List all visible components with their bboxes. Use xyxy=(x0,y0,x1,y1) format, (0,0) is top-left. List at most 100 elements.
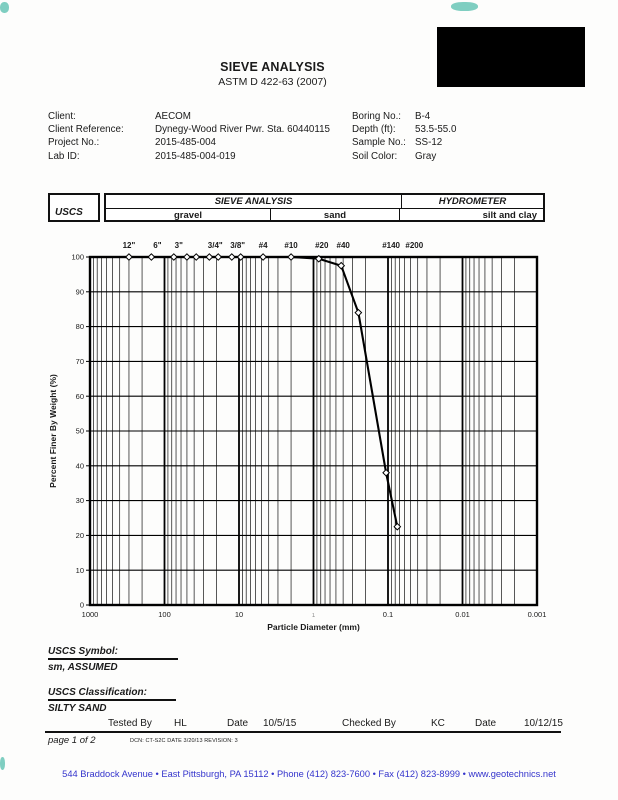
info-row: Client: AECOM xyxy=(48,110,348,123)
data-point-marker xyxy=(393,522,402,531)
uscs-label: USCS xyxy=(55,207,83,218)
info-row: Sample No.: SS-12 xyxy=(352,136,572,149)
info-label: Boring No.: xyxy=(352,111,402,122)
y-tick-label: 80 xyxy=(76,322,84,331)
sieve-size-label: #4 xyxy=(259,241,268,250)
y-tick-label: 0 xyxy=(80,601,84,610)
y-tick-label: 100 xyxy=(71,253,84,262)
data-point-marker xyxy=(214,253,223,261)
info-row: Client Reference: Dynegy-Wood River Pwr. … xyxy=(48,123,348,136)
info-row: Lab ID: 2015-485-004-019 xyxy=(48,150,348,163)
info-value: 2015-485-004-019 xyxy=(155,150,236,162)
signoff-rule xyxy=(45,731,561,733)
data-point-marker xyxy=(227,253,236,261)
uscs-column-header: USCS xyxy=(48,193,100,222)
data-point-marker xyxy=(259,253,267,261)
y-tick-label: 90 xyxy=(76,287,84,296)
sample-info-right: Boring No.: B-4 Depth (ft): 53.5-55.0 Sample… xyxy=(352,110,572,163)
info-label: Soil Color: xyxy=(352,150,398,162)
y-tick-label: 40 xyxy=(76,461,84,470)
data-point-marker xyxy=(192,253,201,261)
info-label: Client: xyxy=(48,111,76,122)
info-label: Project No.: xyxy=(48,137,100,149)
redacted-logo-block xyxy=(437,27,585,87)
sieve-size-label: 6" xyxy=(153,241,161,250)
page-subtitle: ASTM D 422-63 (2007) xyxy=(218,76,327,88)
hydrometer-header: HYDROMETER xyxy=(438,196,507,207)
y-axis-title: Percent Finer By Weight (%) xyxy=(48,374,58,488)
data-point-marker xyxy=(354,308,363,317)
uscs-classification-value: SILTY SAND xyxy=(48,703,107,714)
data-point-marker xyxy=(205,253,214,261)
x-tick-label: 0.01 xyxy=(455,610,470,619)
sieve-analysis-header: SIEVE ANALYSIS xyxy=(106,195,402,208)
sieve-size-label: 3/4" xyxy=(208,241,223,250)
data-point-marker xyxy=(382,468,391,477)
y-tick-label: 70 xyxy=(76,357,84,366)
checked-date-value: 10/12/15 xyxy=(524,718,563,729)
scan-artifact xyxy=(451,2,478,11)
x-tick-label: 100 xyxy=(158,610,171,619)
uscs-symbol-heading: USCS Symbol: xyxy=(48,646,178,660)
sample-info-left: Client: AECOM Client Reference: Dynegy-Wood… xyxy=(48,110,348,163)
info-value: AECOM xyxy=(155,111,191,122)
uscs-symbol-value: sm, ASSUMED xyxy=(48,662,118,673)
data-point-marker xyxy=(169,253,178,261)
data-point-marker xyxy=(314,254,323,263)
x-tick-label: 1000 xyxy=(82,610,99,619)
info-value: SS-12 xyxy=(415,137,443,149)
sieve-size-label: #10 xyxy=(284,241,298,250)
sieve-size-label: #140 xyxy=(382,241,400,250)
data-point-marker xyxy=(287,253,295,261)
info-row: Depth (ft): 53.5-55.0 xyxy=(352,123,572,136)
company-address-footer: 544 Braddock Avenue • East Pittsburgh, P… xyxy=(62,769,556,779)
grain-size-chart: 0 10 20 30 40 50 60 70 80 90 100 1000 100 10 1 0.1 0.01 0… xyxy=(48,241,547,632)
sieve-size-label: #40 xyxy=(337,241,351,250)
info-label: Lab ID: xyxy=(48,150,80,162)
sieve-size-label: #20 xyxy=(315,241,329,250)
dcn-revision-note: DCN: CT-S2C DATE 3/20/13 REVISION: 3 xyxy=(130,738,238,744)
fraction-table: SIEVE ANALYSIS HYDROMETER gravel sand si… xyxy=(104,193,545,222)
info-row: Boring No.: B-4 xyxy=(352,110,572,123)
info-row: Project No.: 2015-485-004 xyxy=(48,136,348,149)
x-axis-title: Particle Diameter (mm) xyxy=(267,622,360,632)
page-number: page 1 of 2 xyxy=(48,735,96,746)
data-point-marker xyxy=(236,253,245,261)
data-point-marker xyxy=(337,261,346,270)
grain-size-curve xyxy=(129,255,399,527)
scan-artifact xyxy=(0,2,9,13)
info-label: Client Reference: xyxy=(48,124,124,136)
gravel-cell: gravel xyxy=(106,209,271,222)
y-tick-label: 20 xyxy=(76,531,84,540)
y-tick-label: 50 xyxy=(76,427,84,436)
data-point-marker xyxy=(125,253,133,261)
sieve-size-label: #200 xyxy=(405,241,423,250)
y-tick-label: 60 xyxy=(76,392,84,401)
x-tick-label: 0.1 xyxy=(383,610,393,619)
page-title: SIEVE ANALYSIS xyxy=(220,60,325,74)
sieve-size-label: 3/8" xyxy=(230,241,245,250)
data-point-marker xyxy=(183,253,191,261)
y-tick-label: 10 xyxy=(76,566,84,575)
checked-by-label: Checked By xyxy=(342,718,396,729)
checked-by-value: KC xyxy=(431,718,445,729)
sieve-size-label: 12" xyxy=(123,241,136,250)
info-value: 2015-485-004 xyxy=(155,137,217,149)
uscs-classification-heading: USCS Classification: xyxy=(48,687,176,701)
info-value: Dynegy-Wood River Pwr. Sta. 60440115 xyxy=(155,124,330,136)
x-tick-label: 1 xyxy=(312,613,316,619)
y-tick-label: 30 xyxy=(76,496,84,505)
data-point-marker xyxy=(147,253,156,261)
tested-by-label: Tested By xyxy=(108,718,152,729)
tested-by-value: HL xyxy=(174,718,187,729)
checked-date-label: Date xyxy=(475,718,497,729)
info-value: Gray xyxy=(415,150,437,162)
info-row: Soil Color: Gray xyxy=(352,150,572,163)
info-value: 53.5-55.0 xyxy=(415,124,457,136)
tested-date-value: 10/5/15 xyxy=(263,718,297,729)
sand-cell: sand xyxy=(271,209,400,222)
x-tick-label: 0.001 xyxy=(528,610,547,619)
sieve-size-label: 3" xyxy=(175,241,183,250)
classification-table: USCS SIEVE ANALYSIS HYDROMETER gravel sa… xyxy=(48,193,548,222)
scan-artifact xyxy=(0,757,5,770)
